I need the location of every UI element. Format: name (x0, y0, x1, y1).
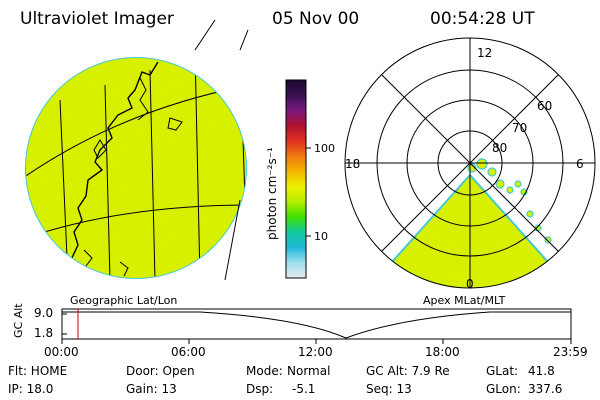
geographic-image (25, 19, 249, 281)
coastline (93, 139, 107, 159)
mlt-12: 12 (477, 46, 492, 60)
coastline (167, 117, 183, 131)
mlt-6: 6 (576, 157, 584, 171)
geo-meridian-ext (239, 29, 249, 51)
mlt-0: 0 (466, 277, 474, 291)
altitude-xtick: 06:00 (171, 345, 206, 359)
date-label: 05 Nov 00 (272, 9, 360, 29)
altitude-plot: GC Alt (12, 303, 572, 344)
status-ip: IP: 18.0 (8, 382, 54, 396)
altitude-xtick: 12:00 (298, 345, 333, 359)
status-glon-value: 337.6 (528, 382, 563, 396)
status-mode-label: Mode: (246, 364, 283, 378)
time-label: 00:54:28 UT (430, 9, 535, 29)
geo-meridian (194, 58, 201, 278)
colorbar-tick-10: 10 (314, 230, 328, 243)
altitude-frame (61, 308, 572, 340)
altitude-xtick: 18:00 (425, 345, 460, 359)
polar-panel-label: Apex MLat/MLT (423, 294, 506, 307)
colorbar-unit-label: photon cm⁻²s⁻¹ (265, 147, 279, 240)
coastline (83, 249, 93, 267)
geo-meridian-ext (194, 19, 216, 51)
status-gc-alt: GC Alt: 7.9 Re (366, 364, 450, 378)
mlt-18: 18 (345, 157, 360, 171)
coastline (137, 77, 149, 121)
polar-diag (381, 74, 559, 252)
status-seq: Seq: 13 (366, 382, 412, 396)
mlat-60: 60 (537, 99, 552, 113)
altitude-xtick: 00:00 (44, 345, 79, 359)
altitude-curve (62, 311, 571, 339)
status-dsp-label: Dsp: (246, 382, 274, 396)
geo-meridian (149, 69, 156, 278)
status-flt: Flt: HOME (8, 364, 68, 378)
status-gain: Gain: 13 (126, 382, 177, 396)
instrument-title: Ultraviolet Imager (20, 9, 174, 29)
status-glat-label: GLat: (486, 364, 519, 378)
polar-image: 12 18 6 0 60 70 80 (344, 37, 596, 291)
status-glon-label: GLon: (486, 382, 521, 396)
status-door: Door: Open (126, 364, 195, 378)
altitude-ytick-9: 9.0 (34, 306, 54, 320)
coastline (119, 261, 129, 277)
status-dsp-value: -5.1 (292, 382, 316, 396)
geo-meridian (104, 84, 111, 278)
altitude-ytick-1-8: 1.8 (34, 326, 54, 340)
mlat-80: 80 (492, 141, 507, 155)
colorbar: 100 10 photon cm⁻²s⁻¹ (265, 79, 335, 279)
status-mode-value: Normal (287, 364, 331, 378)
altitude-xtick: 23:59 (553, 345, 588, 359)
geo-panel-label: Geographic Lat/Lon (70, 294, 178, 307)
colorbar-tick-100: 100 (314, 142, 335, 155)
geo-meridian-ext (224, 199, 241, 281)
altitude-ylabel: GC Alt (12, 303, 25, 338)
colorbar-scale (285, 79, 307, 279)
status-glat-value: 41.8 (528, 364, 555, 378)
geo-noise (26, 58, 246, 278)
mlat-70: 70 (512, 121, 527, 135)
geo-meridian (59, 99, 69, 278)
polar-wedge-edge (345, 174, 595, 288)
